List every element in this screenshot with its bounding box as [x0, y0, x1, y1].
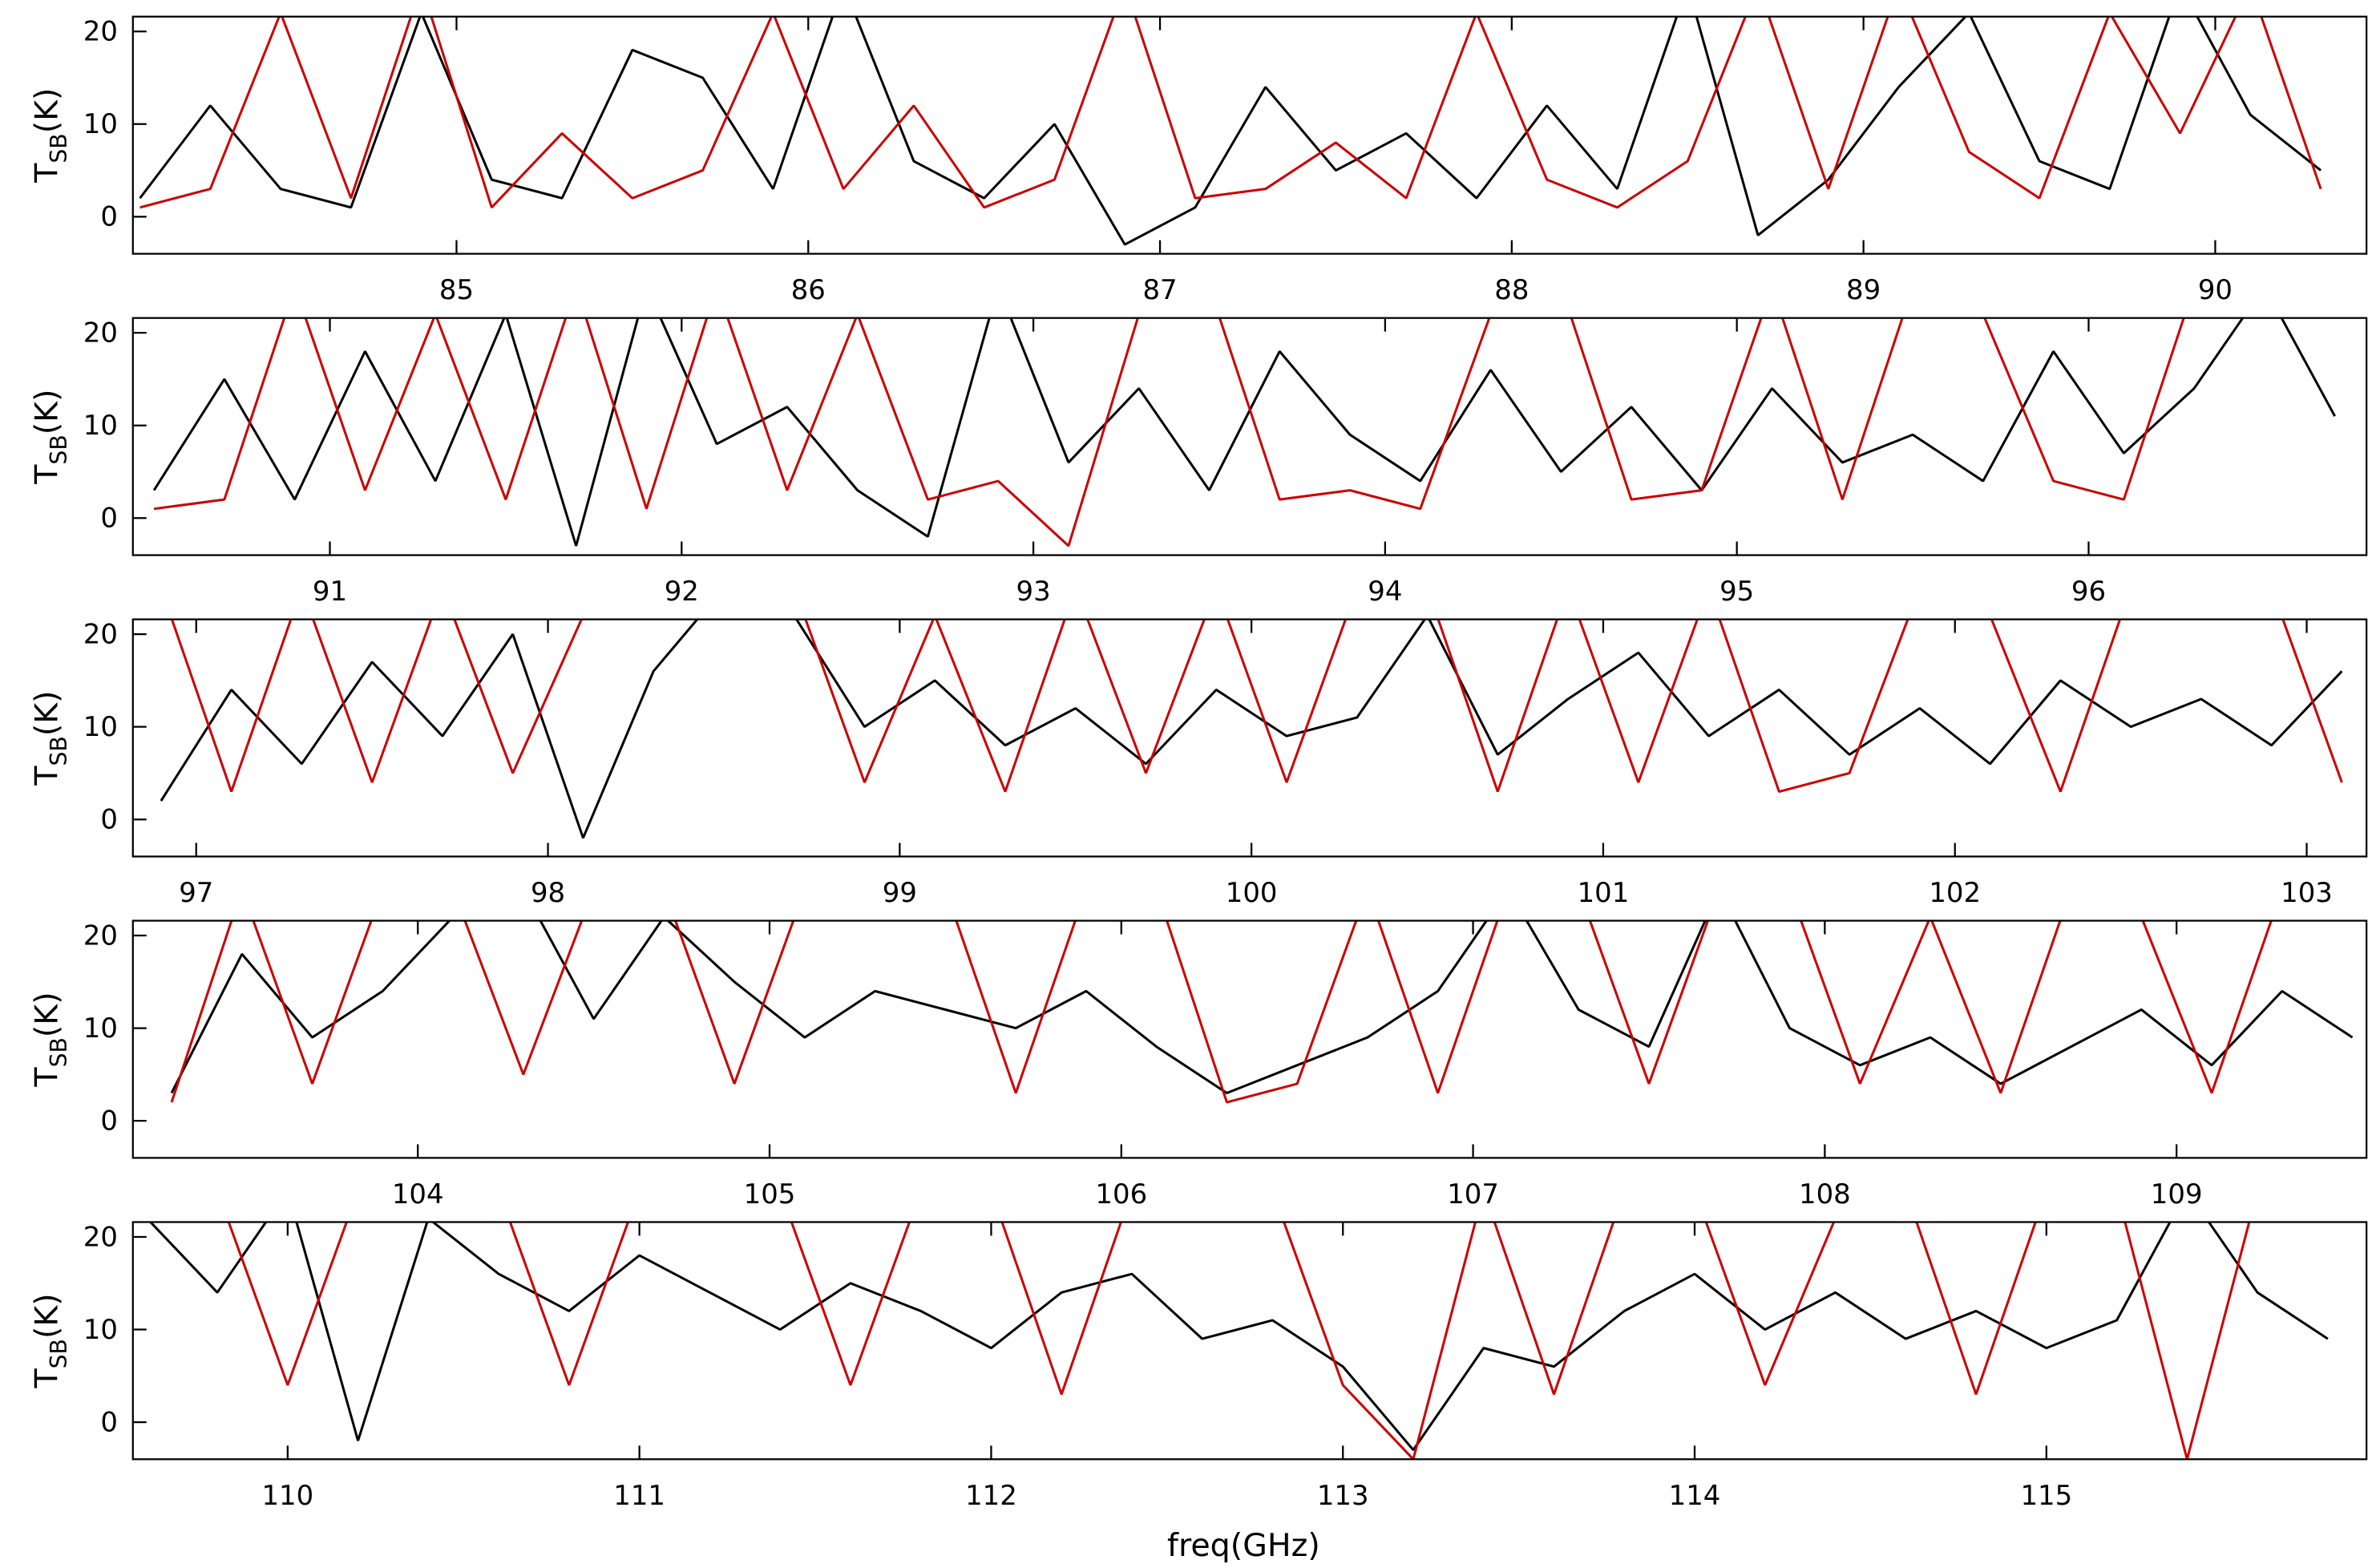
x-tick-label: 85: [439, 274, 474, 305]
x-tick-label: 94: [1368, 576, 1402, 607]
y-tick-label: 10: [83, 1012, 118, 1044]
panel: 0 10 20 104 105 106 107 108 109 TSB(K): [29, 919, 2368, 1210]
plot-frame: [131, 15, 2368, 255]
spectrum-line: [148, 1222, 2329, 1451]
y-tick-label: 0: [100, 503, 118, 534]
y-axis-label-main: T: [29, 464, 66, 485]
y-axis-label-sub: SB: [46, 1037, 72, 1067]
spectrum-line: [170, 920, 2273, 1104]
spectrum-line: [170, 920, 2354, 1094]
y-axis-label: TSB(K): [29, 1293, 72, 1388]
x-tick-label: 99: [883, 877, 917, 908]
x-tick-label: 89: [1846, 274, 1881, 305]
x-tick-label: 113: [1317, 1480, 1369, 1511]
y-tick-label: 0: [100, 201, 118, 232]
y-tick-label: 20: [83, 1221, 118, 1252]
panel: 0 10 20 110 111 112 113 114 115 TSB(K) freq(GHz): [29, 1221, 2368, 1564]
y-axis-label-sub: SB: [46, 1339, 72, 1368]
y-tick-label: 20: [83, 919, 118, 951]
x-tick-label: 91: [313, 576, 347, 607]
x-tick-label: 97: [179, 877, 213, 908]
x-tick-label: 107: [1447, 1178, 1499, 1210]
plot-frame: [131, 317, 2368, 556]
x-tick-label: 109: [2151, 1178, 2203, 1210]
y-tick-label: 20: [83, 618, 118, 649]
y-axis-label-main: T: [29, 766, 66, 786]
y-axis-label-sub: SB: [46, 736, 72, 766]
y-axis-label: TSB(K): [29, 992, 72, 1087]
y-axis-label-sub: SB: [46, 434, 72, 464]
plot-frame: [131, 919, 2368, 1159]
x-tick-label: 104: [392, 1178, 444, 1210]
plot-frame: [131, 618, 2368, 858]
y-tick-label: 10: [83, 711, 118, 742]
y-tick-label: 10: [83, 1314, 118, 1345]
y-axis-label-unit: (K): [29, 87, 66, 133]
x-tick-label: 96: [2071, 576, 2106, 607]
spectrum-line: [139, 16, 2322, 209]
y-axis-label: TSB(K): [29, 389, 72, 484]
x-tick-label: 93: [1016, 576, 1051, 607]
x-axis-label: freq(GHz): [1167, 1527, 1320, 1564]
x-tick-label: 110: [261, 1480, 313, 1511]
y-axis-label-unit: (K): [29, 690, 66, 736]
x-tick-label: 90: [2198, 274, 2233, 305]
spectrum-line: [153, 317, 2185, 548]
y-tick-label: 10: [83, 410, 118, 441]
y-tick-label: 0: [100, 1406, 118, 1437]
x-tick-label: 106: [1095, 1178, 1147, 1210]
x-tick-label: 98: [531, 877, 565, 908]
y-axis-label-main: T: [29, 1067, 66, 1088]
y-axis-label-main: T: [29, 163, 66, 184]
spectrum-line: [152, 317, 2336, 547]
x-tick-label: 108: [1799, 1178, 1851, 1210]
y-tick-label: 20: [83, 317, 118, 348]
x-tick-label: 101: [1578, 877, 1630, 908]
plot-frame: [131, 1221, 2368, 1461]
x-tick-label: 111: [613, 1480, 665, 1511]
spectrum-line: [139, 16, 2322, 246]
x-tick-label: 102: [1929, 877, 1981, 908]
spectrum-line: [227, 1222, 2251, 1460]
x-tick-label: 115: [2020, 1480, 2072, 1511]
y-axis-label-unit: (K): [29, 992, 66, 1037]
x-tick-label: 95: [1719, 576, 1754, 607]
y-axis-label: TSB(K): [29, 690, 72, 786]
spectrum-line: [170, 619, 2343, 794]
y-tick-label: 20: [83, 16, 118, 47]
y-axis-label-main: T: [29, 1368, 66, 1389]
spectrum-line: [160, 619, 2343, 839]
y-axis-label-unit: (K): [29, 1293, 66, 1339]
panel: 0 10 20 91 92 93 94 95 96 TSB(K): [29, 317, 2368, 607]
x-tick-label: 87: [1142, 274, 1177, 305]
panel: 0 10 20 97 98 99 100 101 102 103 TSB(K): [29, 618, 2368, 908]
panel: 0 10 20 85 86 87 88 89 90 TSB(K): [29, 15, 2368, 305]
y-axis-label-unit: (K): [29, 389, 66, 434]
y-tick-label: 0: [100, 1105, 118, 1136]
x-tick-label: 100: [1226, 877, 1278, 908]
x-tick-label: 92: [665, 576, 699, 607]
y-axis-label: TSB(K): [29, 87, 72, 183]
y-tick-label: 0: [100, 804, 118, 835]
x-tick-label: 86: [791, 274, 826, 305]
x-tick-label: 112: [965, 1480, 1017, 1511]
y-tick-label: 10: [83, 108, 118, 139]
x-tick-label: 114: [1669, 1480, 1721, 1511]
x-tick-label: 103: [2281, 877, 2333, 908]
y-axis-label-sub: SB: [46, 133, 72, 163]
x-tick-label: 105: [744, 1178, 796, 1210]
x-tick-label: 88: [1494, 274, 1529, 305]
